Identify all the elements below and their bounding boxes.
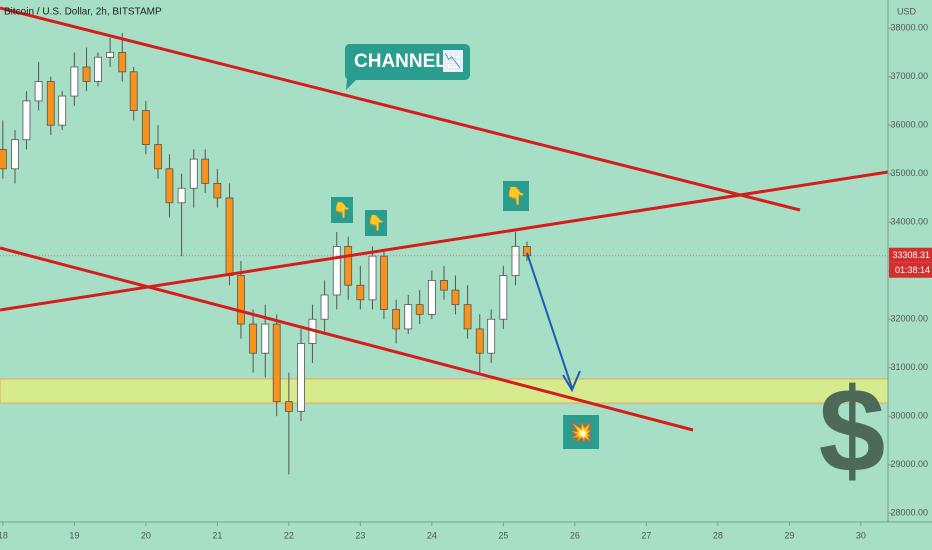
y-tick-label: 28000.00 — [890, 508, 928, 518]
candle-body — [34, 81, 43, 102]
candle-body — [320, 294, 329, 320]
icon-box — [365, 210, 387, 236]
candle-body — [380, 255, 388, 310]
candle-body — [332, 246, 341, 296]
icon-box — [563, 415, 599, 449]
trend-line — [0, 6, 801, 212]
x-tick-label: 19 — [69, 530, 79, 540]
candle-body — [487, 318, 496, 354]
pointer: 👇 — [505, 186, 526, 206]
candle-body — [201, 158, 210, 184]
candle-body — [451, 289, 460, 306]
countdown-tag — [889, 262, 932, 278]
candle-body — [165, 168, 174, 204]
candle-body — [225, 197, 234, 276]
candle-body — [154, 144, 162, 170]
candle-body — [404, 304, 413, 330]
icon-box — [331, 197, 353, 223]
icon-box — [443, 50, 463, 72]
dollar-symbol: $ — [819, 364, 886, 498]
channel-label: CHANNEL — [354, 51, 447, 72]
candle-body — [237, 275, 245, 325]
candle-body — [475, 328, 484, 354]
x-tick-label: 25 — [498, 530, 508, 540]
candle-body — [213, 182, 222, 199]
support-zone — [0, 378, 889, 404]
candle-body — [392, 309, 400, 330]
icon-box — [503, 181, 529, 211]
candle-body — [511, 246, 520, 276]
candle-body — [272, 323, 281, 403]
candle-body — [499, 275, 508, 320]
candle-body — [463, 304, 472, 330]
trend-line — [0, 246, 694, 432]
price-tag-label: 33308.31 — [892, 250, 930, 260]
x-tick-label: 30 — [856, 530, 866, 540]
x-tick-label: 21 — [212, 530, 222, 540]
y-tick-label: 29000.00 — [890, 459, 928, 469]
candle-body — [129, 71, 138, 112]
candle-body — [284, 401, 293, 412]
price-tag — [889, 247, 932, 263]
candle-body — [415, 304, 424, 315]
candle-body — [106, 51, 115, 58]
candle-body — [82, 66, 91, 82]
projection-arrow — [526, 252, 573, 389]
candle-body — [427, 280, 436, 315]
candle-body — [249, 323, 258, 354]
arrow-head — [562, 370, 581, 393]
candle-body — [11, 139, 19, 170]
candle-body — [118, 51, 127, 73]
axes: 28000.00 29000.00 30000.00 31000.00 32000.00… — [0, 23, 932, 540]
x-tick-label: 26 — [570, 530, 580, 540]
candle-body — [94, 56, 102, 82]
y-tick-label: 38000.00 — [890, 23, 928, 33]
candle-body — [261, 323, 270, 354]
candle-body — [440, 280, 448, 291]
candle-body — [189, 158, 198, 189]
candle-body — [356, 284, 365, 301]
chart-title: Bitcoin / U.S. Dollar, 2h, BITSTAMP — [4, 7, 162, 18]
y-tick-label: 30000.00 — [890, 411, 928, 421]
pointer: 👇 — [367, 214, 386, 232]
candle-body — [141, 110, 150, 145]
candle-body — [46, 81, 55, 126]
pointer: 👇 — [333, 201, 352, 219]
x-tick-label: 29 — [784, 530, 794, 540]
candle-body — [344, 246, 353, 286]
x-tick-label: 23 — [355, 530, 365, 540]
x-tick-label: 27 — [641, 530, 651, 540]
x-tick-label: 28 — [713, 530, 723, 540]
y-tick-label: 37000.00 — [890, 71, 928, 81]
candle-body — [22, 100, 31, 141]
x-tick-label: 20 — [141, 530, 151, 540]
label-box — [344, 43, 470, 90]
channel-icon: 📉 — [444, 53, 461, 70]
axis-unit: USD — [897, 6, 917, 16]
candle-body — [297, 343, 305, 412]
candle-body — [70, 66, 79, 97]
candle-body — [368, 255, 377, 301]
x-tick-label: 22 — [284, 530, 294, 540]
y-tick-label: 32000.00 — [890, 314, 928, 324]
x-tick-label: 18 — [0, 530, 8, 540]
x-tick-label: 24 — [427, 530, 437, 540]
burst-icon: 💥 — [569, 419, 594, 443]
candle-body — [58, 95, 67, 126]
y-tick-label: 31000.00 — [890, 362, 928, 372]
candle-body — [177, 187, 186, 204]
countdown-label: 01:38:14 — [895, 265, 930, 275]
candle-body — [0, 149, 7, 170]
y-tick-label: 36000.00 — [890, 120, 928, 130]
y-tick-label: 34000.00 — [890, 217, 928, 227]
y-tick-label: 35000.00 — [890, 168, 928, 178]
